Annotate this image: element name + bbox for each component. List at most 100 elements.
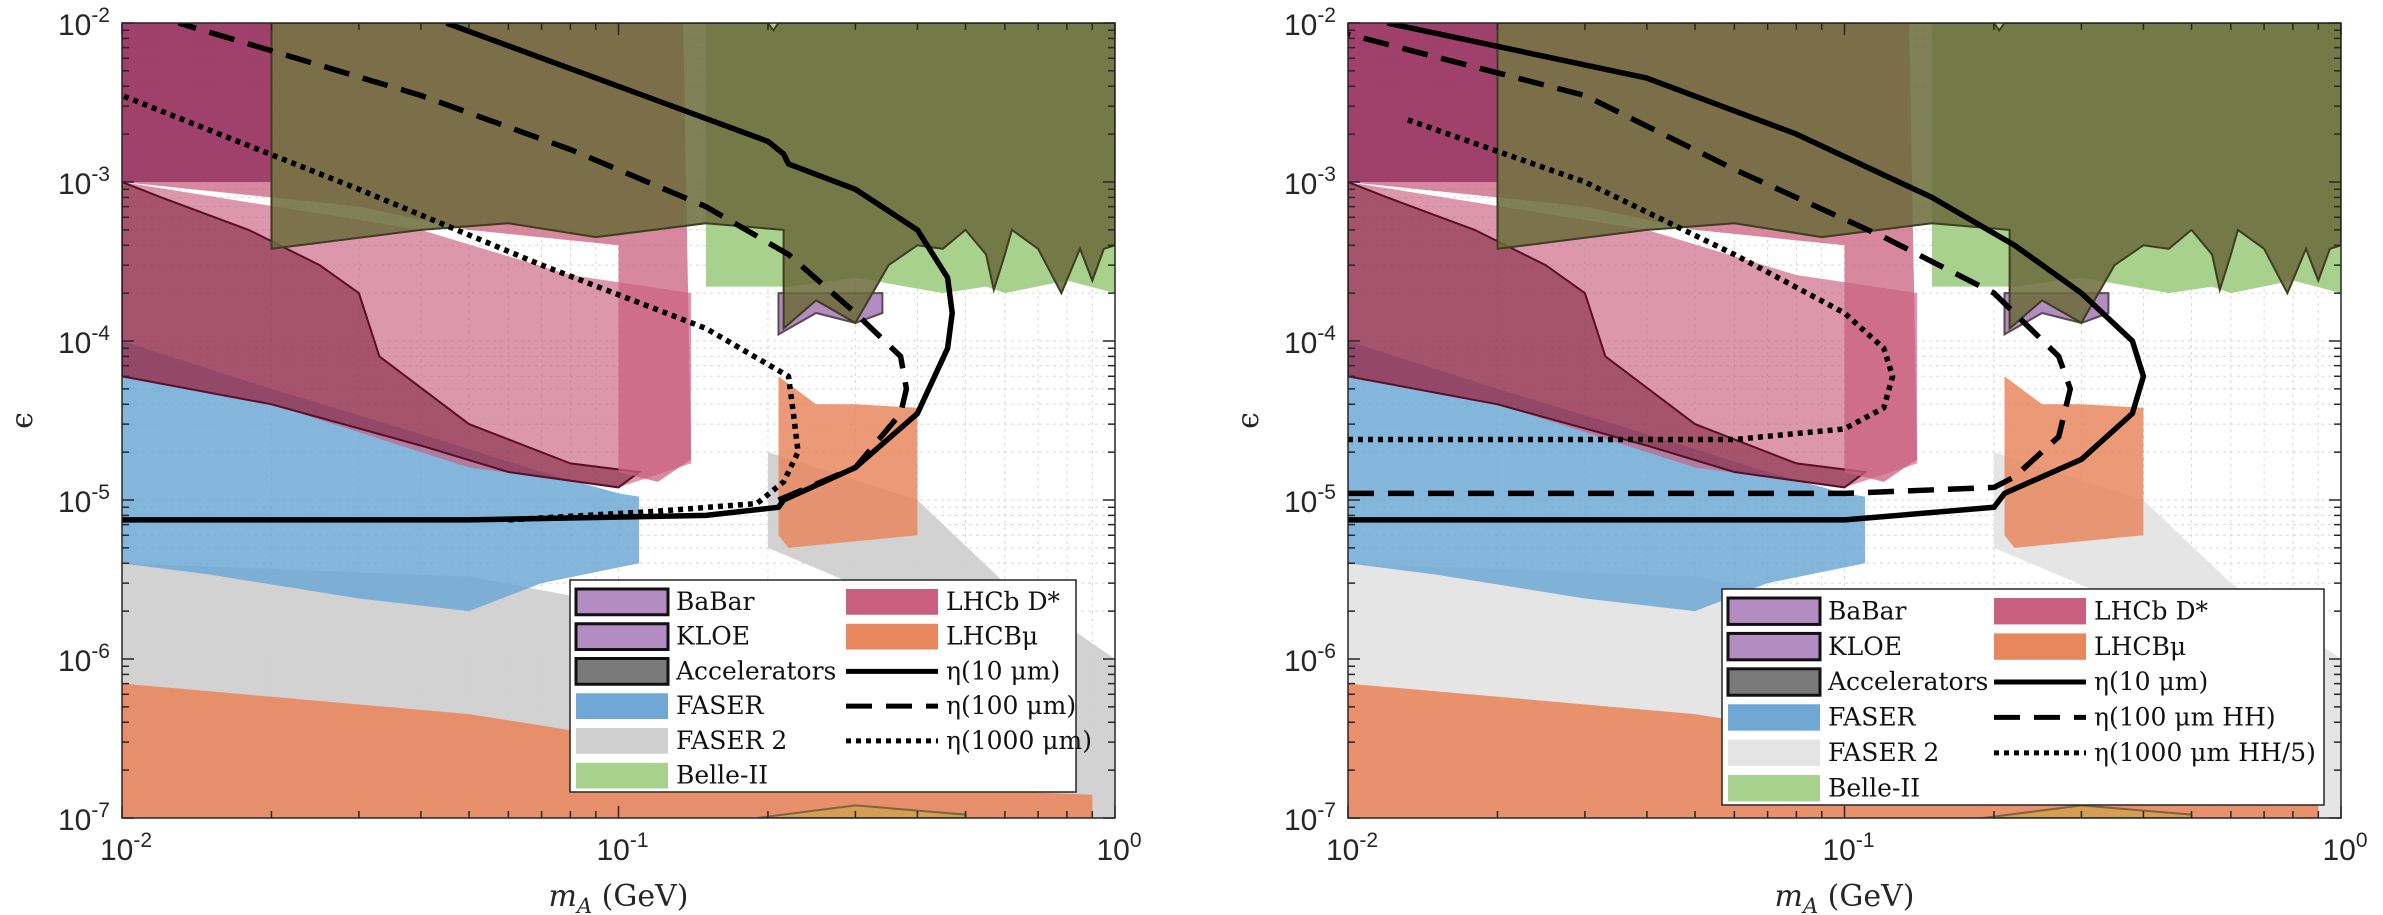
y-tick-label: 10-3 (58, 163, 110, 201)
legend-swatch (1726, 631, 1822, 662)
legend-item: η(10 μm) (1994, 667, 2208, 696)
region-faser (122, 341, 640, 612)
y-tick-label: 10-5 (58, 481, 110, 519)
x-axis-label: mA (GeV) (1775, 879, 1915, 915)
region-babar (122, 23, 272, 182)
y-tick-label: 10-5 (1284, 481, 1336, 519)
legend-item: Belle-II (576, 761, 768, 790)
legend-label: LHCBμ (946, 622, 1038, 651)
legend-swatch (1726, 667, 1822, 697)
legend-item: LHCBμ (1994, 632, 2186, 661)
curve-solid (122, 23, 955, 523)
y-tick-label: 10-3 (1284, 163, 1336, 201)
legend-swatch (574, 587, 670, 617)
legend-label: Belle-II (1828, 773, 1920, 802)
curve-solid (1348, 23, 2147, 523)
curve-dotted (1348, 116, 1896, 443)
y-tick-label: 10-2 (58, 4, 110, 42)
legend-label: η(100 μm HH) (2094, 703, 2276, 732)
legend-label: KLOE (1828, 632, 1902, 661)
legend-label: η(10 μm) (946, 656, 1060, 685)
legend-label: LHCb D* (946, 587, 1061, 616)
y-axis-label: ϵ (5, 412, 40, 429)
y-tick-label: 10-2 (1284, 4, 1336, 42)
x-tick-label: 10-2 (100, 829, 152, 867)
legend-label: FASER (676, 691, 765, 720)
x-tick-label: 100 (1096, 829, 1141, 867)
region-olive (270, 23, 1115, 331)
y-tick-label: 10-6 (58, 640, 110, 678)
legend-label: η(100 μm) (946, 691, 1076, 720)
x-tick-label: 10-1 (1822, 829, 1874, 867)
legend-swatch (846, 623, 938, 650)
region-lhcbmu-mid (778, 376, 918, 548)
region-faser (1348, 341, 1866, 612)
legend-swatch (1728, 704, 1820, 731)
legend-label: η(1000 μm) (946, 726, 1092, 755)
x-tick-label: 10-2 (1326, 829, 1378, 867)
panel-right: 10-2 10-1 100 10-7 10-6 10-5 10-4 10-3 10-2 mA (G… (1231, 4, 2368, 915)
legend-label: Belle-II (676, 761, 768, 790)
legend-label: Accelerators (1827, 667, 1988, 696)
legend-swatch (576, 693, 668, 720)
legend-item: Accelerators (574, 656, 836, 686)
legend-item: LHCb D* (1994, 596, 2209, 625)
legend-swatch (574, 657, 670, 686)
legend-swatch (1994, 598, 2086, 625)
legend-item: η(10 μm) (846, 656, 1060, 685)
curve-dotted (122, 92, 801, 523)
legend-item: η(1000 μm HH/5) (1994, 738, 2316, 767)
legend: BaBar KLOE Accelerators FASER FASER 2 Belle-I… (1721, 588, 2325, 806)
legend-label: BaBar (1828, 596, 1907, 625)
panel-left: 10-2 10-1 100 10-7 10-6 10-5 10-4 10-3 10-2 mA (G… (5, 4, 1142, 915)
legend-label: FASER 2 (676, 726, 787, 755)
legend-swatch (574, 622, 670, 652)
legend-label: FASER (1828, 703, 1917, 732)
y-tick-label: 10-7 (58, 799, 110, 837)
y-tick-label: 10-7 (1284, 799, 1336, 837)
y-tick-label: 10-6 (1284, 640, 1336, 678)
curve-dashed (177, 23, 910, 503)
legend-swatch (1728, 775, 1820, 802)
legend-item: FASER 2 (576, 726, 787, 755)
ticks (121, 22, 1116, 819)
legend-item: KLOE (574, 622, 750, 652)
legend-item: KLOE (1726, 631, 1902, 662)
legend-item: LHCBμ (846, 622, 1038, 651)
legend-label: KLOE (676, 622, 750, 651)
legend-swatch (576, 728, 668, 754)
legend-swatch (1728, 739, 1820, 767)
legend-label: LHCb D* (2094, 596, 2209, 625)
legend-item: η(1000 μm) (846, 726, 1092, 755)
legend-label: η(1000 μm HH/5) (2094, 738, 2316, 767)
legend-swatch (1994, 633, 2086, 660)
region-faser2-right (768, 452, 1115, 818)
region-babar (1348, 23, 1498, 182)
legend-item: η(100 μm HH) (1994, 703, 2276, 732)
y-axis-label: ϵ (1231, 412, 1266, 429)
legend-item: Accelerators (1726, 667, 1988, 697)
legend-item: LHCb D* (846, 587, 1061, 616)
legend-box (1721, 588, 2325, 806)
legend-label: η(10 μm) (2094, 667, 2208, 696)
legend-item: FASER (576, 691, 765, 720)
legend-item: FASER 2 (1728, 738, 1939, 767)
x-tick-label: 100 (2322, 829, 2367, 867)
ticks (1347, 22, 2342, 819)
legend-item: Belle-II (1728, 773, 1920, 802)
x-tick-label: 10-1 (596, 829, 648, 867)
legend-label: BaBar (676, 587, 755, 616)
legend-item: η(100 μm) (846, 691, 1076, 720)
legend-label: FASER 2 (1828, 738, 1939, 767)
legend-item: BaBar (1726, 596, 1907, 626)
legend-label: LHCBμ (2094, 632, 2186, 661)
legend-swatch (576, 762, 668, 789)
legend: BaBar KLOE Accelerators FASER FASER 2 Belle-I… (569, 579, 1092, 793)
region-faser2-right (1994, 452, 2341, 818)
x-axis-label: mA (GeV) (549, 879, 689, 915)
y-tick-label: 10-4 (58, 322, 110, 360)
legend-swatch (1726, 596, 1822, 626)
legend-item: BaBar (574, 587, 755, 617)
curve-dashed (1348, 31, 2074, 497)
